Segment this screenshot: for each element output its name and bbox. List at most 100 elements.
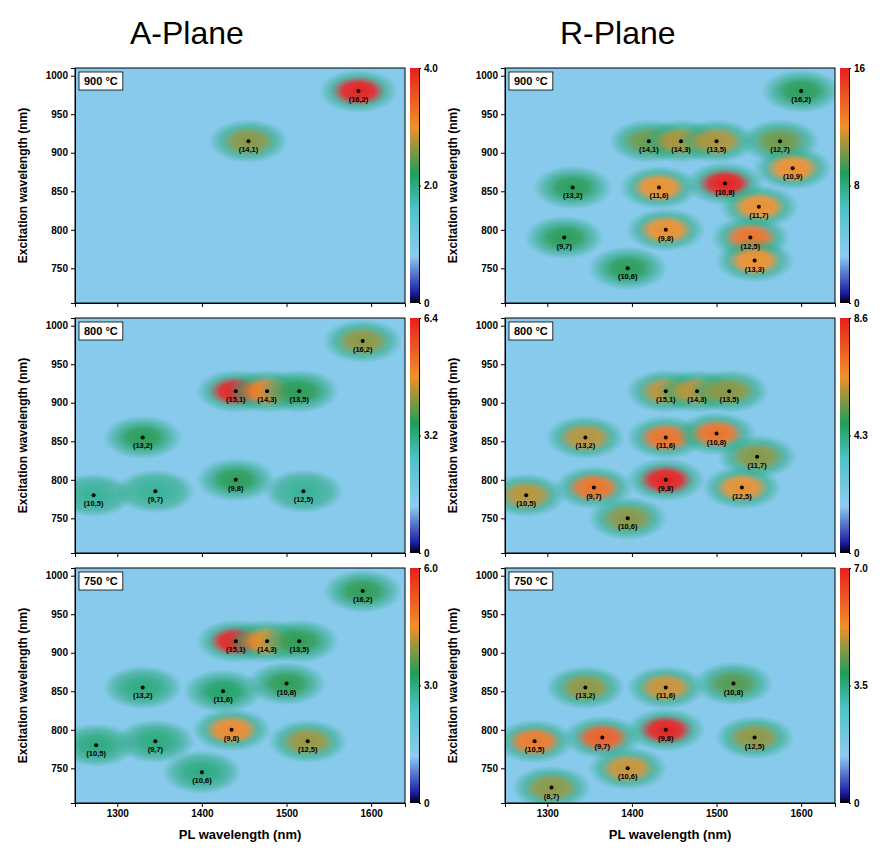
tick: 850 <box>51 686 75 697</box>
tick-mark <box>501 768 505 769</box>
peak-dot <box>791 166 795 170</box>
tick-mark <box>71 518 75 519</box>
peak-dot <box>600 736 604 740</box>
tick-mark <box>419 803 421 804</box>
tick-label: 750 <box>481 763 498 774</box>
tick-label: 1400 <box>621 808 644 819</box>
panel-title-box <box>509 572 553 590</box>
x-axis-title: PL wavelength (nm) <box>609 827 732 842</box>
tick: 1400 <box>191 803 214 819</box>
tick-label: 1000 <box>476 70 499 81</box>
peak <box>268 719 348 763</box>
tick-label: 6.4 <box>424 313 438 324</box>
peak-dot <box>361 339 365 343</box>
colorbar-axis: 03.57.0 <box>849 563 868 809</box>
colorbar-axis: 03.26.4 <box>419 313 438 559</box>
panel-title: 900 °C <box>84 75 118 87</box>
peak <box>702 466 782 510</box>
background <box>75 68 405 303</box>
tick: 950 <box>481 359 505 370</box>
tick: 750 <box>481 513 505 524</box>
tick: 950 <box>51 359 75 370</box>
tick: 3.0 <box>419 680 438 691</box>
tick-mark <box>419 436 421 437</box>
tick: 850 <box>51 436 75 447</box>
tick-mark <box>801 803 802 807</box>
tick-label: 900 <box>481 147 498 158</box>
tick-label: 4.3 <box>854 430 868 441</box>
tick <box>632 553 633 557</box>
peak-label: (12,5) <box>741 242 761 251</box>
tick: 750 <box>481 763 505 774</box>
tick-mark <box>501 326 505 327</box>
frame <box>75 318 405 553</box>
tick-label: 900 <box>481 397 498 408</box>
tick: 4.3 <box>849 430 868 441</box>
tick: 1000 <box>46 320 75 331</box>
tick-label: 1000 <box>476 320 499 331</box>
peak-dot <box>753 259 757 263</box>
tick-mark <box>287 303 288 307</box>
peak <box>626 208 706 252</box>
tick-mark <box>849 686 851 687</box>
peak-label: (9,7) <box>586 492 602 501</box>
peak-dot <box>265 389 269 393</box>
tick: 3.5 <box>849 680 868 691</box>
tick-label: 750 <box>51 763 68 774</box>
peak-label: (10,8) <box>715 188 735 197</box>
peak-dot <box>285 682 289 686</box>
peak-dot <box>715 432 719 436</box>
tick-mark <box>501 191 505 192</box>
tick-mark <box>419 318 421 319</box>
peak-dot <box>664 389 668 393</box>
tick-label: 2.0 <box>424 180 438 191</box>
peak-label: (14,3) <box>257 645 277 654</box>
y-axis-title: Excitation wavelength (nm) <box>446 608 460 763</box>
peak-dot <box>755 455 759 459</box>
tick-mark <box>849 568 851 569</box>
peak-label: (11,6) <box>213 695 233 704</box>
tick <box>287 553 288 557</box>
peak-dot <box>230 728 234 732</box>
tick: 1600 <box>361 803 384 819</box>
plot-area <box>75 318 405 553</box>
tick-mark <box>547 303 548 307</box>
peak <box>505 719 575 763</box>
y-axis: 7508008509009501000 <box>476 69 506 304</box>
y-axis-title: Excitation wavelength (nm) <box>16 108 30 263</box>
peak-dot <box>524 493 528 497</box>
tick <box>801 553 802 557</box>
peak <box>693 662 773 706</box>
tick: 1600 <box>791 803 814 819</box>
peak-label: (13,5) <box>707 145 727 154</box>
tick-mark <box>501 518 505 519</box>
peak <box>545 415 625 459</box>
tick-mark <box>849 436 851 437</box>
colorbar <box>410 68 419 303</box>
tick-label: 1500 <box>276 808 299 819</box>
peak-label: (14,3) <box>671 145 691 154</box>
x-axis-title: PL wavelength (nm) <box>179 827 302 842</box>
tick-label: 8 <box>854 180 860 191</box>
axis-line <box>420 569 422 804</box>
peak-label: (11,6) <box>656 691 676 700</box>
tick: 1000 <box>476 70 505 81</box>
frame <box>75 68 405 303</box>
tick: 1500 <box>276 803 299 819</box>
y-axis-title: Excitation wavelength (nm) <box>446 358 460 513</box>
tick-label: 1600 <box>361 808 384 819</box>
tick-mark <box>71 230 75 231</box>
tick: 0 <box>419 548 430 559</box>
tick-label: 800 <box>51 475 68 486</box>
peak-dot <box>550 786 554 790</box>
tick-label: 1300 <box>537 808 560 819</box>
peak-label: (10,5) <box>84 499 104 508</box>
tick-mark <box>71 268 75 269</box>
peak-dot <box>626 516 630 520</box>
tick: 950 <box>51 109 75 120</box>
tick-label: 0 <box>854 548 860 559</box>
peak-dot <box>727 389 731 393</box>
peak-dot <box>297 639 301 643</box>
peak-dot <box>664 685 668 689</box>
peak-dot <box>778 139 782 143</box>
